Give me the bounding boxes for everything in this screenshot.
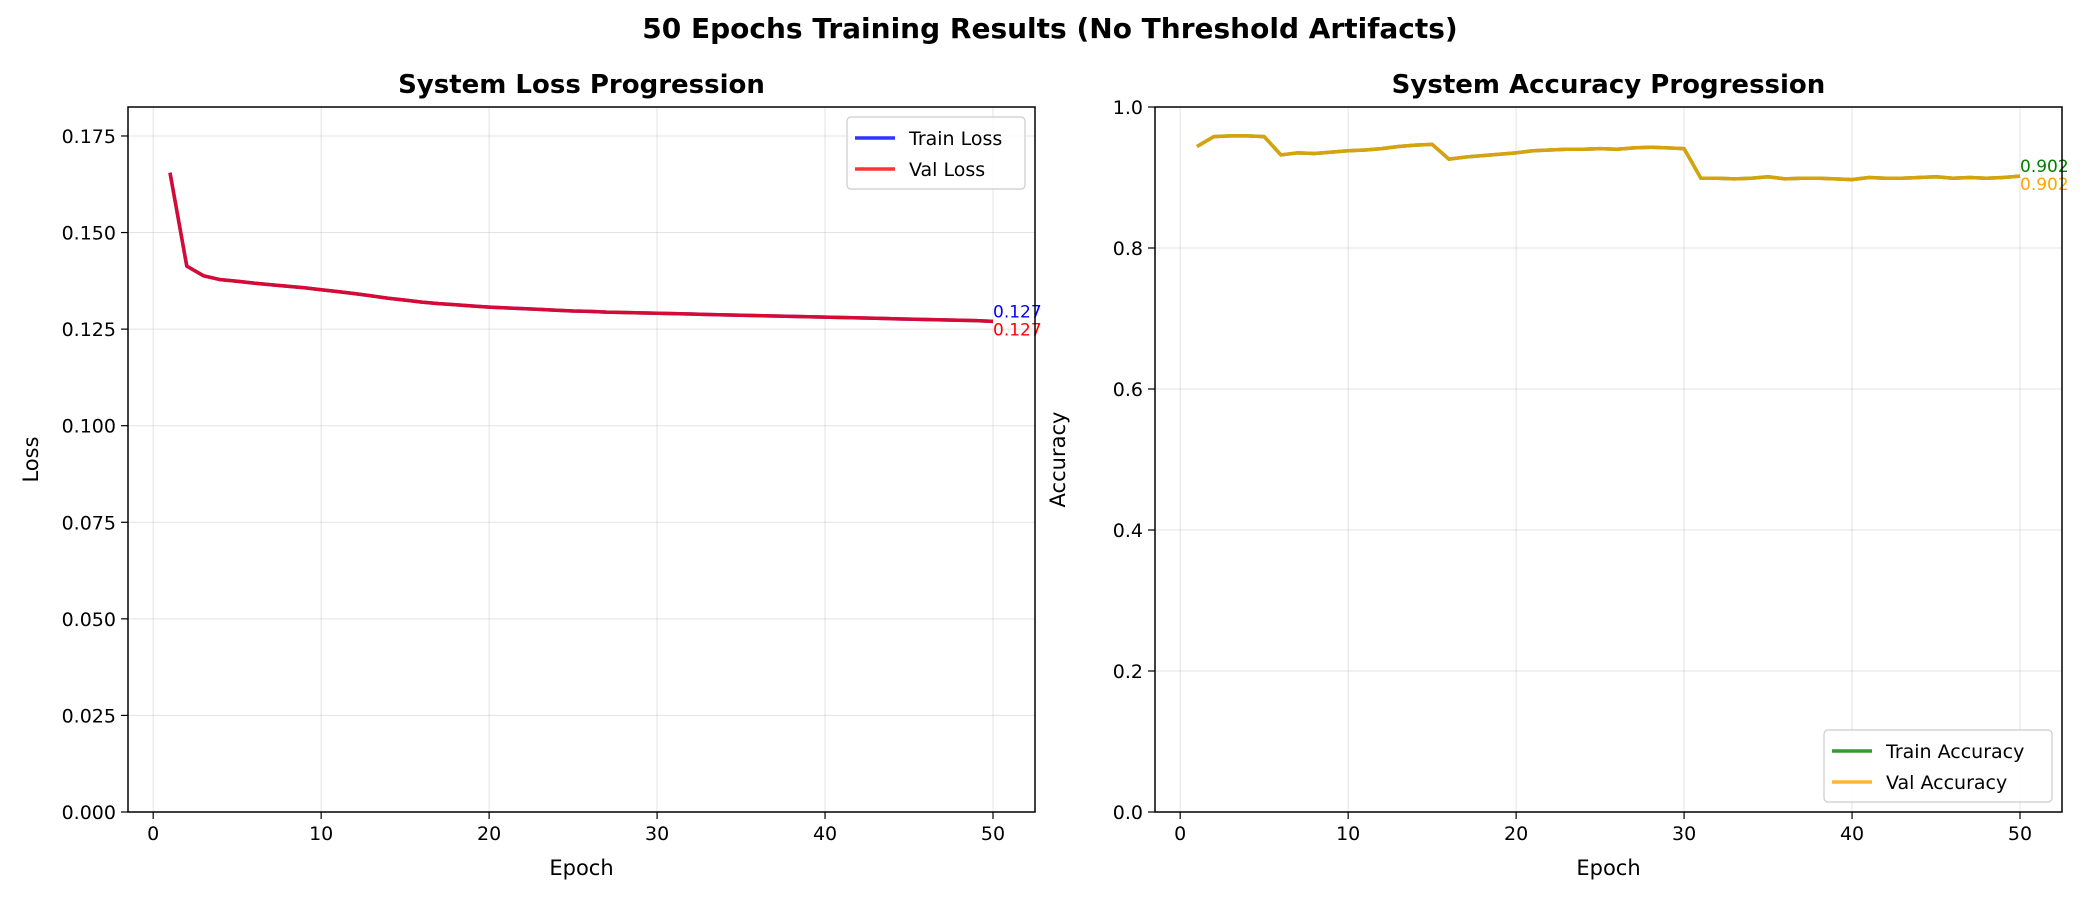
train-end-label: 0.902	[2020, 157, 2069, 177]
y-tick-label: 0.175	[62, 126, 116, 148]
x-tick-label: 0	[147, 823, 159, 845]
y-tick-label: 0.8	[1113, 238, 1143, 260]
plot-frame	[127, 106, 1036, 813]
y-tick-label: 0.075	[62, 512, 116, 534]
x-tick-label: 20	[1504, 823, 1528, 845]
train-series-line	[1196, 134, 2021, 182]
x-tick-label: 50	[981, 823, 1005, 845]
y-tick-label: 0.2	[1113, 661, 1143, 683]
y-tick-label: 0.100	[62, 416, 116, 438]
y-tick-label: 0.0	[1113, 802, 1143, 824]
accuracy-chart-title: System Accuracy Progression	[1392, 70, 1826, 100]
y-tick-label: 1.0	[1113, 97, 1143, 119]
y-tick-label: 0.4	[1113, 520, 1143, 542]
x-tick-label: 30	[1672, 823, 1696, 845]
legend-label: Train Loss	[908, 128, 1002, 150]
y-tick-label: 0.150	[62, 223, 116, 245]
val-series-line	[1196, 134, 2021, 182]
legend-box	[846, 116, 1026, 190]
y-tick-label: 0.125	[62, 319, 116, 341]
legend-label: Train Accuracy	[1885, 741, 2024, 763]
plot-frame	[1154, 106, 2063, 813]
y-tick-label: 0.000	[62, 802, 116, 824]
figure-suptitle: 50 Epochs Training Results (No Threshold…	[642, 12, 1457, 45]
x-tick-label: 0	[1174, 823, 1186, 845]
y-tick-label: 0.6	[1113, 379, 1143, 401]
legend-label: Val Loss	[909, 159, 985, 181]
y-axis-label: Loss	[19, 436, 43, 482]
x-tick-label: 10	[309, 823, 333, 845]
val-series-line	[168, 172, 994, 324]
x-tick-label: 40	[1840, 823, 1864, 845]
x-tick-label: 50	[2008, 823, 2032, 845]
x-tick-label: 20	[477, 823, 501, 845]
legend: Train Loss Val Loss	[846, 116, 1026, 190]
train-end-label: 0.127	[993, 302, 1042, 322]
x-axis-label: Epoch	[549, 856, 613, 880]
y-axis-label: Accuracy	[1046, 412, 1070, 508]
train-series-line	[168, 172, 994, 324]
x-tick-label: 30	[645, 823, 669, 845]
y-tick-label: 0.050	[62, 609, 116, 631]
loss-chart-title: System Loss Progression	[398, 70, 765, 100]
x-tick-label: 40	[813, 823, 837, 845]
legend-box	[1823, 729, 2053, 803]
x-tick-label: 10	[1336, 823, 1360, 845]
y-tick-label: 0.025	[62, 705, 116, 727]
val-end-label: 0.127	[993, 320, 1042, 340]
val-end-label: 0.902	[2020, 175, 2069, 195]
legend-label: Val Accuracy	[1886, 772, 2007, 794]
loss-chart-panel: 0 10 20 30 40 50 0.000 0.025 0.050 0.075 0.100 0.12…	[19, 70, 1042, 880]
legend: Train Accuracy Val Accuracy	[1823, 729, 2053, 803]
x-axis-label: Epoch	[1576, 856, 1640, 880]
